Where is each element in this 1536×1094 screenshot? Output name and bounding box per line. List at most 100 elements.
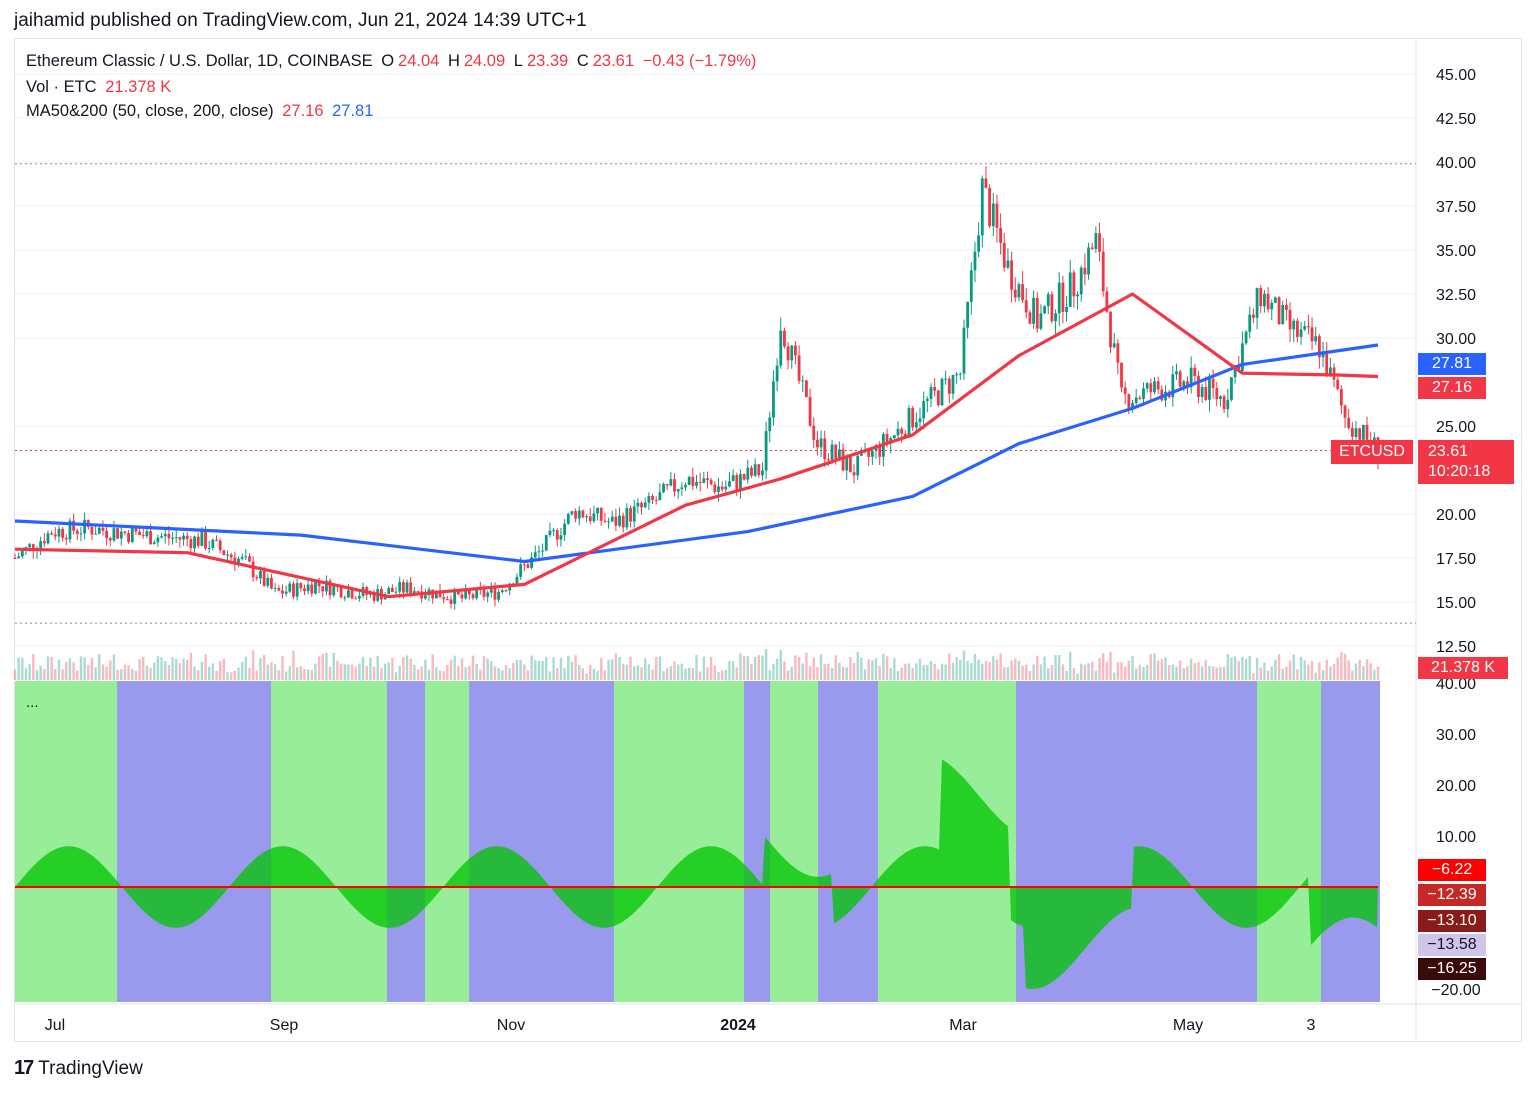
candle-body (401, 582, 405, 593)
candle-body (867, 450, 871, 457)
volume-bar (321, 653, 324, 680)
candle-body (1079, 267, 1083, 295)
volume-bar (354, 666, 357, 680)
volume-bar (526, 670, 530, 680)
candle-body (1072, 272, 1076, 297)
candle-body (1222, 396, 1226, 410)
candle-body (563, 523, 566, 536)
candle-body (940, 378, 944, 406)
volume-bar (889, 668, 892, 680)
volume-bar (1193, 663, 1197, 680)
candle-body (885, 434, 889, 444)
volume-bar (856, 651, 859, 680)
countdown-value: 10:20:18 (1428, 463, 1491, 480)
price-tick-label: 20.00 (1436, 507, 1476, 524)
candle-body (1244, 331, 1248, 344)
volume-bar (988, 662, 991, 680)
candle-body (599, 508, 603, 521)
volume-bar (1277, 654, 1281, 680)
candle-body (610, 516, 614, 522)
legend-ma-row[interactable]: MA50&200 (50, close, 200, close) 27.16 2… (26, 102, 377, 121)
candle-body (174, 537, 178, 539)
volume-bar (21, 657, 24, 680)
volume-bar (336, 660, 339, 680)
candle-body (823, 438, 827, 460)
candle-body (1317, 336, 1321, 358)
volume-bar (1263, 662, 1266, 680)
candle-body (1182, 381, 1186, 387)
candle-body (1043, 306, 1046, 314)
candle-body (504, 590, 508, 592)
candle-body (980, 178, 984, 236)
candle-body (944, 378, 948, 380)
candle-body (438, 590, 442, 598)
volume-bar (490, 661, 493, 680)
volume-bar (328, 666, 332, 680)
volume-bar (193, 666, 196, 680)
price-tick-label: 25.00 (1436, 419, 1476, 436)
volume-bar (647, 664, 651, 680)
volume-bar (120, 668, 123, 680)
oscillator-zone (117, 681, 271, 1002)
volume-bar (497, 667, 500, 680)
candle-body (116, 528, 119, 539)
candle-body (585, 516, 588, 518)
legend-symbol-row[interactable]: Ethereum Classic / U.S. Dollar, 1D, COIN… (26, 52, 760, 71)
volume-bar (1358, 659, 1361, 680)
candle-body (493, 587, 497, 600)
volume-bar (61, 669, 64, 680)
volume-bar (1061, 664, 1065, 680)
candle-body (255, 577, 259, 579)
candle-body (1002, 242, 1006, 268)
candle-body (570, 511, 574, 515)
volume-bar (405, 655, 409, 680)
candle-body (991, 203, 995, 227)
candle-body (588, 516, 592, 522)
candle-body (552, 530, 556, 532)
volume-bar (1112, 672, 1116, 680)
volume-bar (724, 669, 728, 680)
last-price-tag: 23.61 10:20:18 (1418, 440, 1514, 484)
candle-body (358, 595, 361, 599)
price-tick-label: 15.00 (1436, 595, 1476, 612)
candle-body (1138, 397, 1142, 399)
legend-volume-row[interactable]: Vol · ETC 21.378 K (26, 78, 175, 97)
volume-bar (1226, 653, 1229, 680)
candle-body (1193, 367, 1197, 377)
volume-bar (1182, 668, 1186, 680)
volume-bar (1351, 670, 1354, 680)
volume-bar (1255, 657, 1259, 680)
volume-bar (1076, 673, 1079, 680)
volume-bar (962, 650, 966, 680)
volume-bar (1050, 665, 1054, 680)
volume-bar (508, 667, 511, 680)
volume-bar (746, 656, 749, 680)
volume-bar (24, 668, 28, 680)
volume-bar (347, 664, 350, 680)
volume-bar (98, 654, 101, 680)
candle-body (119, 531, 123, 539)
footer-brand[interactable]: 17 TradingView (14, 1057, 143, 1080)
volume-bar (1329, 666, 1332, 680)
candle-body (130, 527, 134, 542)
volume-bar (665, 668, 669, 680)
volume-bar (827, 663, 830, 680)
candle-body (182, 535, 185, 540)
time-tick-label: May (1173, 1017, 1203, 1034)
volume-bar (76, 670, 79, 680)
volume-bar (519, 659, 522, 680)
candle-body (222, 550, 226, 556)
volume-bar (673, 661, 676, 680)
volume-bar (1043, 656, 1046, 680)
candle-body (112, 528, 116, 541)
volume-bar (79, 656, 83, 680)
volume-bar (94, 667, 97, 680)
candle-body (676, 489, 680, 492)
volume-bar (1354, 663, 1358, 680)
oscillator-menu[interactable]: ... (26, 694, 39, 711)
volume-bar (438, 670, 442, 680)
volume-bar (1058, 655, 1061, 680)
candle-body (1010, 260, 1014, 290)
volume-bar (493, 666, 497, 680)
